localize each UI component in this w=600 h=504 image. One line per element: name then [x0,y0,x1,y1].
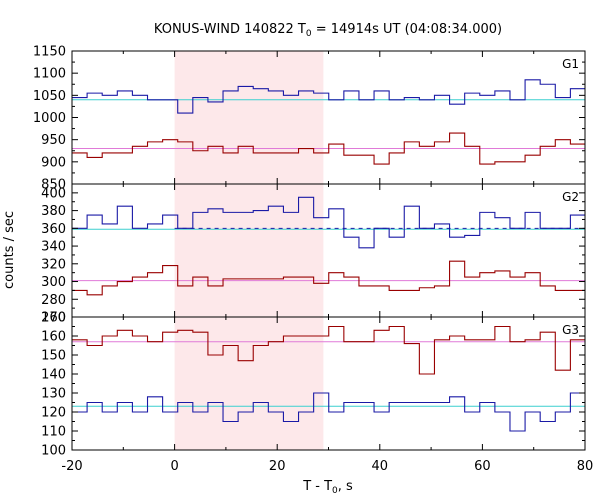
panel-label: G3 [562,323,579,337]
y-tick-label: 150 [41,349,66,364]
y-tick-label: 280 [41,293,66,308]
title-subscript: 0 [306,29,312,39]
xlabel-suffix: , s [338,479,353,494]
highlight-interval [174,51,324,450]
panel-frame [71,316,586,451]
y-tick-label: 950 [41,133,66,148]
step-series-red [72,325,585,375]
x-tick-label: 0 [170,459,178,474]
title-suffix: = 14914s UT (04:08:34.000) [312,22,502,37]
panel-g3 [72,325,585,432]
y-tick-label: 300 [41,275,66,290]
panel-label: G2 [562,190,579,204]
xlabel-subscript: 0 [332,486,338,496]
x-tick-label: 40 [372,459,389,474]
y-tick-label: 380 [41,204,66,219]
y-tick-label: 170 [41,311,66,326]
y-tick-label: 850 [41,178,66,193]
step-series-red [72,132,585,165]
title-prefix: KONUS-WIND 140822 T [154,22,306,37]
y-tick-label: 400 [41,186,66,201]
y-tick-label: 100 [41,444,66,459]
y-tick-label: 160 [41,330,66,345]
chart-title: KONUS-WIND 140822 T0 = 14914s UT (04:08:… [154,22,502,39]
x-tick-label: 60 [474,459,491,474]
y-tick-label: 1100 [33,67,66,82]
x-axis-title: T - T0, s [302,479,353,496]
x-tick-label: 20 [269,459,286,474]
x-tick-label: -20 [61,459,82,474]
x-tick-label: 80 [577,459,594,474]
y-tick-label: 120 [41,406,66,421]
step-series-blue [72,196,585,249]
y-tick-label: 340 [41,240,66,255]
y-axis-title: counts / sec [2,211,17,289]
y-tick-label: 360 [41,222,66,237]
step-series-blue [72,392,585,432]
y-tick-label: 1150 [33,45,66,60]
panel-frame [71,183,586,318]
panel-label: G1 [562,57,579,71]
xlabel-prefix: T - T [302,479,332,494]
step-series-blue [72,79,585,114]
y-tick-label: 110 [41,425,66,440]
y-tick-label: 320 [41,257,66,272]
y-tick-label: 260 [41,311,66,326]
y-tick-label: 130 [41,387,66,402]
panel-g1 [72,79,585,165]
y-tick-label: 1000 [33,111,66,126]
y-tick-label: 1050 [33,89,66,104]
y-tick-label: 900 [41,155,66,170]
panel-frame [71,50,586,185]
step-series-red [72,260,585,296]
panel-g2 [72,196,585,296]
y-tick-label: 140 [41,368,66,383]
